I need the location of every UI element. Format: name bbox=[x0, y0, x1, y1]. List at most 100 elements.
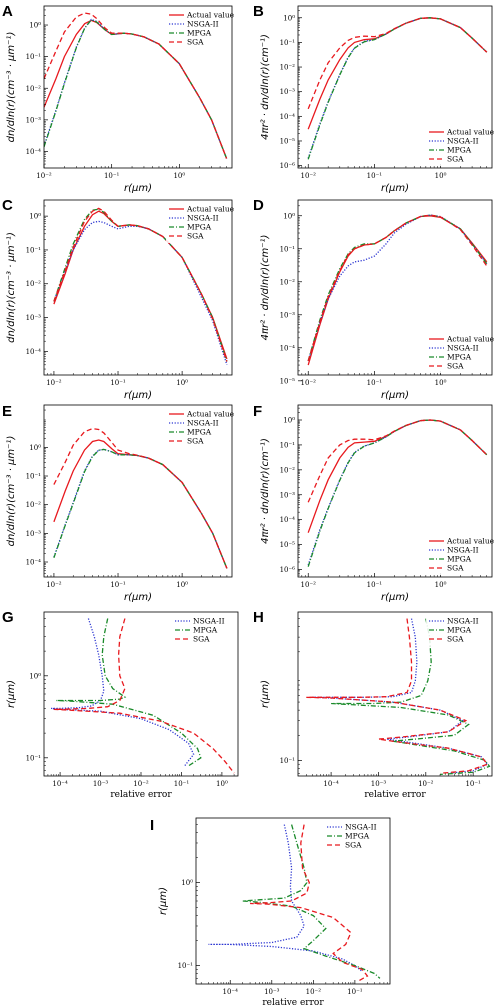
y-tick-label: 10⁰ bbox=[29, 22, 41, 30]
y-tick-label: 10⁻⁶ bbox=[280, 566, 296, 574]
y-tick-label: 10⁻⁵ bbox=[280, 377, 296, 385]
series-line-nsga-ii bbox=[53, 220, 228, 365]
series-line-nsga-ii bbox=[208, 824, 363, 972]
x-axis-label: r(μm) bbox=[124, 592, 152, 603]
y-tick-label: 10⁻¹ bbox=[26, 754, 42, 762]
series-line-actual-value bbox=[307, 17, 488, 130]
legend-label: MPGA bbox=[447, 146, 472, 155]
legend-label: NSGA-II bbox=[447, 546, 479, 555]
x-tick-label: 10⁰ bbox=[176, 379, 188, 387]
x-tick-label: 10⁰ bbox=[216, 780, 228, 788]
legend-label: SGA bbox=[187, 232, 204, 241]
y-tick-label: 10⁻¹ bbox=[280, 245, 296, 253]
panel-c: C 10⁻² 10⁻¹ 10⁰ 10⁻⁴ 10⁻³ 10⁻² 10⁻¹ 10⁰ r(μm) dn/d… bbox=[2, 197, 235, 401]
y-tick-label: 10⁻¹ bbox=[26, 473, 42, 481]
y-axis-label: r(μm) bbox=[260, 680, 271, 708]
legend-label: MPGA bbox=[187, 428, 212, 437]
series-line-nsga-ii bbox=[53, 448, 228, 569]
plot-frame bbox=[43, 199, 233, 376]
x-tick-label: 10⁻² bbox=[301, 172, 317, 180]
series-line-sga bbox=[307, 17, 488, 110]
x-axis-label: relative error bbox=[262, 998, 324, 1008]
y-tick-label: 10⁻² bbox=[280, 64, 296, 72]
y-tick-label: 10⁻⁴ bbox=[280, 344, 296, 352]
x-tick-label: 10⁻² bbox=[418, 780, 434, 788]
y-tick-label: 10⁻⁴ bbox=[280, 113, 296, 121]
legend-label: Actual value bbox=[186, 11, 235, 20]
plot-frame bbox=[43, 5, 233, 169]
legend-label: SGA bbox=[187, 437, 204, 446]
panel-h: H 10⁻⁴ 10⁻³ 10⁻² 10⁻¹ 10⁻¹ relative error r(μm)… bbox=[253, 609, 493, 800]
x-tick-label: 10⁻¹ bbox=[465, 780, 481, 788]
x-tick-label: 10⁻¹ bbox=[110, 379, 126, 387]
x-tick-label: 10⁰ bbox=[435, 379, 447, 387]
panel-letter: B bbox=[253, 3, 264, 20]
panel-letter: H bbox=[253, 609, 264, 626]
series-line-sga bbox=[53, 427, 228, 569]
y-tick-label: 10⁻¹ bbox=[280, 441, 296, 449]
x-tick-label: 10⁻¹ bbox=[367, 379, 383, 387]
y-tick-label: 10⁰ bbox=[283, 417, 295, 425]
legend-label: Actual value bbox=[186, 410, 235, 419]
series-line-nsga-ii bbox=[312, 618, 489, 774]
legend-label: SGA bbox=[447, 635, 464, 644]
series-line-sga bbox=[53, 618, 235, 774]
x-tick-label: 10⁻¹ bbox=[367, 172, 383, 180]
x-tick-label: 10⁻⁴ bbox=[323, 780, 339, 788]
legend-label: MPGA bbox=[447, 626, 472, 635]
series-line-sga bbox=[44, 12, 228, 159]
y-tick-label: 10⁰ bbox=[283, 14, 295, 22]
y-tick-label: 10⁻³ bbox=[280, 88, 296, 96]
y-axis-label: r(μm) bbox=[158, 887, 169, 915]
y-tick-label: 10⁻⁴ bbox=[280, 516, 296, 524]
legend-label: NSGA-II bbox=[193, 617, 225, 626]
plot-frame bbox=[297, 5, 493, 169]
legend-label: NSGA-II bbox=[345, 823, 377, 832]
y-tick-label: 10⁻¹ bbox=[280, 39, 296, 47]
y-tick-label: 10⁻³ bbox=[280, 311, 296, 319]
legend-label: SGA bbox=[193, 635, 210, 644]
series-line-actual-value bbox=[307, 419, 488, 533]
y-tick-label: 10⁻³ bbox=[280, 491, 296, 499]
legend-label: NSGA-II bbox=[187, 214, 219, 223]
legend-label: MPGA bbox=[447, 555, 472, 564]
legend-label: Actual value bbox=[186, 205, 235, 214]
series-line-sga bbox=[250, 824, 369, 982]
series-line-nsga-ii bbox=[307, 17, 488, 159]
x-axis-label: relative error bbox=[110, 790, 172, 800]
y-tick-label: 10⁰ bbox=[29, 672, 41, 680]
y-tick-label: 10⁻⁵ bbox=[280, 137, 296, 145]
y-axis-label: dn/dln(r)(cm⁻³ · μm⁻¹) bbox=[6, 436, 17, 547]
y-tick-label: 10⁻¹ bbox=[26, 53, 42, 61]
x-tick-label: 10⁻³ bbox=[93, 780, 109, 788]
y-tick-label: 10⁻² bbox=[280, 466, 296, 474]
legend-label: SGA bbox=[187, 38, 204, 47]
panel-d: D 10⁻² 10⁻¹ 10⁰ 10⁻⁵ 10⁻⁴ 10⁻³ 10⁻² 10⁻¹ 10⁰ r(μm)… bbox=[253, 197, 495, 401]
legend-label: MPGA bbox=[193, 626, 218, 635]
panel-letter: A bbox=[2, 3, 13, 20]
x-tick-label: 10⁻³ bbox=[264, 988, 280, 996]
panel-letter: F bbox=[253, 403, 262, 420]
x-tick-label: 10⁻¹ bbox=[174, 780, 190, 788]
x-tick-label: 10⁻⁴ bbox=[223, 988, 239, 996]
y-tick-label: 10⁻² bbox=[26, 280, 42, 288]
legend-label: SGA bbox=[447, 155, 464, 164]
x-axis-label: r(μm) bbox=[124, 390, 152, 401]
y-tick-label: 10⁰ bbox=[181, 879, 193, 887]
y-axis-label: r(μm) bbox=[6, 680, 17, 708]
series-line-mpga bbox=[56, 618, 202, 767]
legend-label: Actual value bbox=[446, 128, 495, 137]
x-tick-label: 10⁻⁴ bbox=[52, 780, 68, 788]
y-tick-label: 10⁻² bbox=[26, 501, 42, 509]
x-tick-label: 10⁰ bbox=[176, 581, 188, 589]
plot-frame bbox=[297, 611, 493, 777]
panel-a: A 10⁻² 10⁻¹ 10⁰ 10⁻⁴ 10⁻³ 10⁻² 10⁻¹ 10⁰ r(μm) dn/d… bbox=[2, 3, 235, 194]
series-line-sga bbox=[307, 214, 488, 362]
